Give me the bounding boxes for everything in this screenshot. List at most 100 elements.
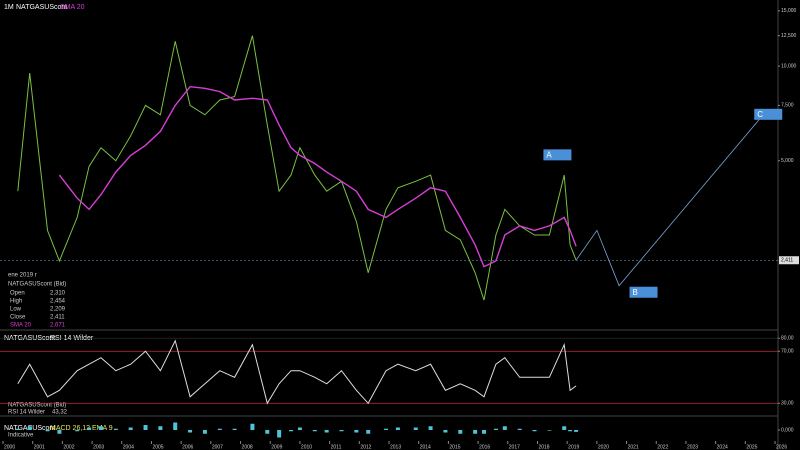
wave-label-box <box>543 149 572 161</box>
histogram-bar <box>324 430 329 433</box>
histogram-bar <box>173 422 178 430</box>
last-price-box <box>779 256 799 265</box>
info-value: 2,310 <box>50 291 66 297</box>
x-tick-label: 2015 <box>449 444 460 450</box>
info-value: 2,411 <box>50 315 65 321</box>
x-tick-label: 2019 <box>568 444 579 450</box>
last-price-label: 2,411 <box>781 258 793 264</box>
histogram-bar <box>458 430 463 434</box>
histogram-bar <box>354 430 359 433</box>
histogram-bar <box>265 430 270 434</box>
x-tick-label: 2016 <box>479 444 490 450</box>
y-tick-label: 12,500 <box>781 33 797 39</box>
histogram-bar <box>232 428 237 430</box>
histogram-bar <box>128 427 133 430</box>
timeframe: 1M <box>4 4 14 11</box>
wave-label-box <box>754 108 783 120</box>
x-tick-label: 2018 <box>538 444 549 450</box>
x-tick-label: 2023 <box>687 444 698 450</box>
x-tick-label: 2004 <box>123 444 134 450</box>
y-tick-label: 80,00 <box>781 336 794 342</box>
series-line <box>17 339 577 405</box>
info-value: 2,209 <box>50 307 66 313</box>
y-tick-label: 7,500 <box>781 103 794 109</box>
wave-label: C <box>757 110 763 119</box>
histogram-bar <box>562 426 567 430</box>
x-tick-label: 2024 <box>717 444 728 450</box>
histogram-bar <box>202 430 207 434</box>
info-label: Open <box>10 291 25 297</box>
histogram-bar <box>574 430 579 432</box>
histogram-bar <box>339 430 344 432</box>
x-tick-label: 2022 <box>657 444 668 450</box>
wave-projection <box>575 114 764 287</box>
x-tick-label: 2017 <box>509 444 520 450</box>
histogram-bar <box>87 427 92 430</box>
histogram-bar <box>482 430 487 434</box>
wave-label: A <box>546 150 552 159</box>
histogram-bar <box>532 430 537 432</box>
info-label: Low <box>10 307 22 313</box>
histogram-bar <box>473 430 478 434</box>
histogram-bar <box>57 430 62 434</box>
rsi-info-source: NATGASUScont (Bid) <box>8 403 66 409</box>
wave-label-box <box>629 286 658 298</box>
x-tick-label: 2007 <box>212 444 223 450</box>
histogram-bar <box>45 430 50 432</box>
wave-label: B <box>633 288 638 297</box>
x-tick-label: 2003 <box>93 444 104 450</box>
histogram-bar <box>428 426 433 430</box>
x-tick-label: 2021 <box>628 444 639 450</box>
histogram-bar <box>384 428 389 430</box>
histogram-bar <box>443 430 448 433</box>
info-label: Close <box>10 315 26 321</box>
y-tick-label: 5,000 <box>781 158 794 164</box>
macd-indicator: MACD 26,12 EMA 9 <box>50 425 113 432</box>
rsi-info-label: RSI 14 Wilder <box>8 410 45 416</box>
legend-entry: SMA 20 <box>60 4 85 11</box>
info-date: ene 2019 r <box>8 273 37 279</box>
histogram-bar <box>27 426 32 430</box>
histogram-bar <box>502 426 507 430</box>
histogram-bar <box>413 427 418 430</box>
y-tick-label: 10,000 <box>781 63 797 69</box>
y-tick-label: 0,000 <box>781 427 794 433</box>
x-tick-label: 2000 <box>4 444 15 450</box>
histogram-bar <box>395 427 400 430</box>
y-tick-label: 30,00 <box>781 401 794 407</box>
x-tick-label: 2006 <box>182 444 193 450</box>
x-tick-label: 2013 <box>390 444 401 450</box>
rsi-info-value: 43,32 <box>52 410 68 416</box>
y-tick-label: 15,000 <box>781 8 797 14</box>
x-tick-label: 2010 <box>301 444 312 450</box>
x-tick-label: 2005 <box>152 444 163 450</box>
x-tick-label: 2011 <box>331 444 342 450</box>
macd-note: Indicative <box>8 433 34 439</box>
info-value: 2,454 <box>50 299 66 305</box>
chart-title: NATGASUScont <box>16 4 67 11</box>
histogram-bar <box>366 430 371 434</box>
info-label: SMA 20 <box>10 323 32 329</box>
info-source: NATGASUScont (Bid) <box>8 282 66 288</box>
x-tick-label: 2012 <box>360 444 371 450</box>
histogram-bar <box>297 427 302 430</box>
info-label: High <box>10 299 22 305</box>
x-tick-label: 2008 <box>242 444 253 450</box>
series-line <box>17 35 577 301</box>
x-tick-label: 2014 <box>420 444 431 450</box>
info-value: 2,671 <box>50 323 66 329</box>
x-tick-label: 2025 <box>746 444 757 450</box>
histogram-bar <box>98 426 103 430</box>
histogram-bar <box>15 428 20 430</box>
histogram-bar <box>517 428 522 430</box>
histogram-bar <box>217 428 222 430</box>
histogram-bar <box>158 426 163 430</box>
histogram-bar <box>289 430 294 432</box>
x-tick-label: 2002 <box>63 444 74 450</box>
x-tick-label: 2001 <box>34 444 45 450</box>
x-tick-label: 2009 <box>271 444 282 450</box>
series-line <box>58 85 577 268</box>
histogram-bar <box>312 430 317 432</box>
histogram-bar <box>277 430 282 438</box>
histogram-bar <box>250 423 255 430</box>
